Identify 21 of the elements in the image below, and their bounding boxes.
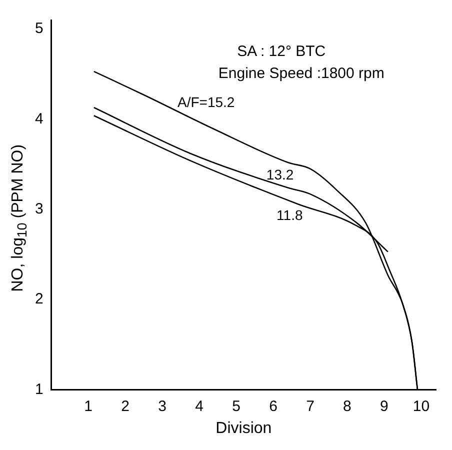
y-tick-label: 4: [35, 110, 44, 128]
x-tick-label: 5: [232, 398, 240, 415]
y-tick-label: 3: [35, 200, 44, 218]
x-tick-label: 1: [84, 398, 92, 415]
series-label: 11.8: [276, 206, 303, 223]
x-tick-label: 8: [343, 398, 352, 415]
annotation: SA : 12° BTC: [237, 43, 326, 60]
x-tick-label: 9: [380, 398, 388, 415]
x-tick-label: 7: [306, 398, 314, 415]
y-tick-label: 1: [35, 380, 44, 398]
y-tick-label: 5: [35, 20, 44, 38]
x-tick-label: 3: [158, 398, 166, 415]
annotation: Engine Speed :1800 rpm: [218, 65, 384, 82]
x-tick-label: 10: [412, 398, 430, 415]
series-label: 13.2: [266, 166, 294, 183]
x-tick-label: 2: [121, 398, 130, 415]
series-label: A/F=15.2: [177, 94, 235, 110]
y-tick-label: 2: [35, 290, 44, 308]
x-axis-title: Division: [216, 420, 272, 437]
x-tick-label: 4: [195, 398, 204, 415]
x-tick-label: 6: [269, 398, 278, 415]
